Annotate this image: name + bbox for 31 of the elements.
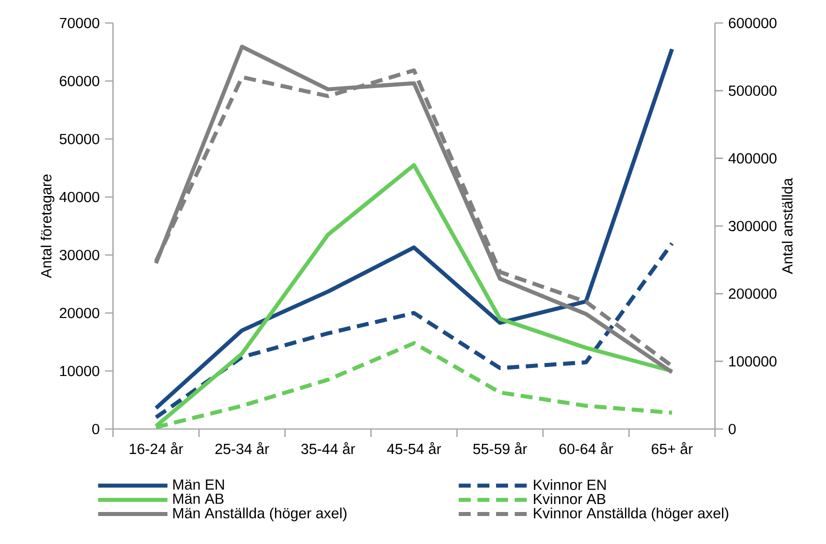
x-tick-label: 16-24 år <box>130 442 184 454</box>
y-axis-title: Antal företagare <box>40 174 54 278</box>
x-tick-label: 45-54 år <box>387 442 442 454</box>
y2-tick-label: 500000 <box>728 85 776 96</box>
legend-label: Kvinnor Anställda (höger axel) <box>534 508 728 522</box>
legend-label: Kvinnor EN <box>534 479 606 490</box>
legend-label: Kvinnor AB <box>534 493 606 504</box>
y2-tick-label: 200000 <box>728 288 776 299</box>
y-tick-label: 50000 <box>60 134 100 144</box>
y2-axis-title: Antal anställda <box>782 178 793 274</box>
x-tick-label: 35-44 år <box>301 442 356 454</box>
y-tick-label: 60000 <box>60 76 100 86</box>
y2-tick-label: 600000 <box>728 18 776 28</box>
y2-tick-label: 100000 <box>729 356 776 367</box>
x-tick-label: 65+ år <box>652 442 693 454</box>
y-tick-label: 30000 <box>60 250 100 260</box>
y-tick-label: 10000 <box>60 366 100 376</box>
x-tick-label: 25-34 år <box>215 442 270 454</box>
y-tick-label: 0 <box>92 424 100 434</box>
y-tick-label: 70000 <box>60 18 100 28</box>
y2-tick-label: 400000 <box>728 153 776 164</box>
legend-label: Män EN <box>173 480 224 490</box>
legend-label: Män Anställda (höger axel) <box>173 508 346 522</box>
y-tick-label: 20000 <box>60 308 100 318</box>
x-tick-label: 60-64 år <box>559 442 614 454</box>
x-tick-label: 55-59 år <box>473 442 528 454</box>
y-tick-label: 40000 <box>59 192 100 202</box>
line-series <box>154 241 674 420</box>
y2-tick-label: 300000 <box>728 220 776 232</box>
legend-label: Män AB <box>173 494 224 504</box>
y2-tick-label: 0 <box>728 424 736 434</box>
